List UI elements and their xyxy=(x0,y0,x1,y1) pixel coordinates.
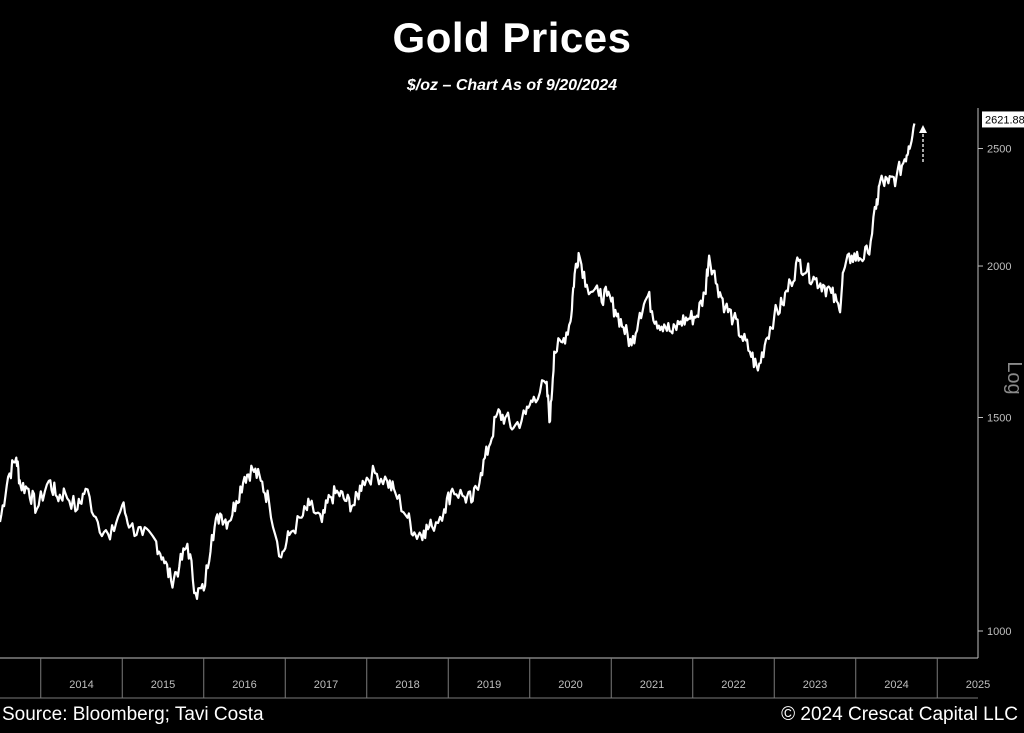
last-value-box xyxy=(982,111,1024,128)
x-tick-label: 2019 xyxy=(477,679,501,691)
x-tick-label: 2025 xyxy=(966,679,990,691)
x-tick-label: 2018 xyxy=(395,679,419,691)
copyright-note: © 2024 Crescat Capital LLC xyxy=(781,704,1018,725)
x-tick-label: 2021 xyxy=(640,679,664,691)
y-tick-label: 2500 xyxy=(987,144,1011,156)
last-value-label: 2621.88 xyxy=(985,114,1024,126)
x-tick-label: 2016 xyxy=(232,679,256,691)
gold-price-line xyxy=(0,123,916,600)
x-tick-label: 2015 xyxy=(151,679,175,691)
source-note: Source: Bloomberg; Tavi Costa xyxy=(2,704,264,725)
x-tick-label: 2017 xyxy=(314,679,338,691)
y-tick-label: 2000 xyxy=(987,261,1011,273)
y-axis-scale-label: Log xyxy=(1003,361,1024,394)
x-tick-label: 2022 xyxy=(721,679,745,691)
y-tick-label: 1000 xyxy=(987,626,1011,638)
up-arrow-head xyxy=(919,125,927,133)
chart-subtitle: $/oz – Chart As of 9/20/2024 xyxy=(406,77,618,94)
x-tick-label: 2014 xyxy=(69,679,93,691)
y-tick-label: 1500 xyxy=(987,412,1011,424)
x-tick-label: 2024 xyxy=(884,679,908,691)
chart-title: Gold Prices xyxy=(392,14,632,61)
x-tick-label: 2023 xyxy=(803,679,827,691)
x-tick-label: 2020 xyxy=(558,679,582,691)
